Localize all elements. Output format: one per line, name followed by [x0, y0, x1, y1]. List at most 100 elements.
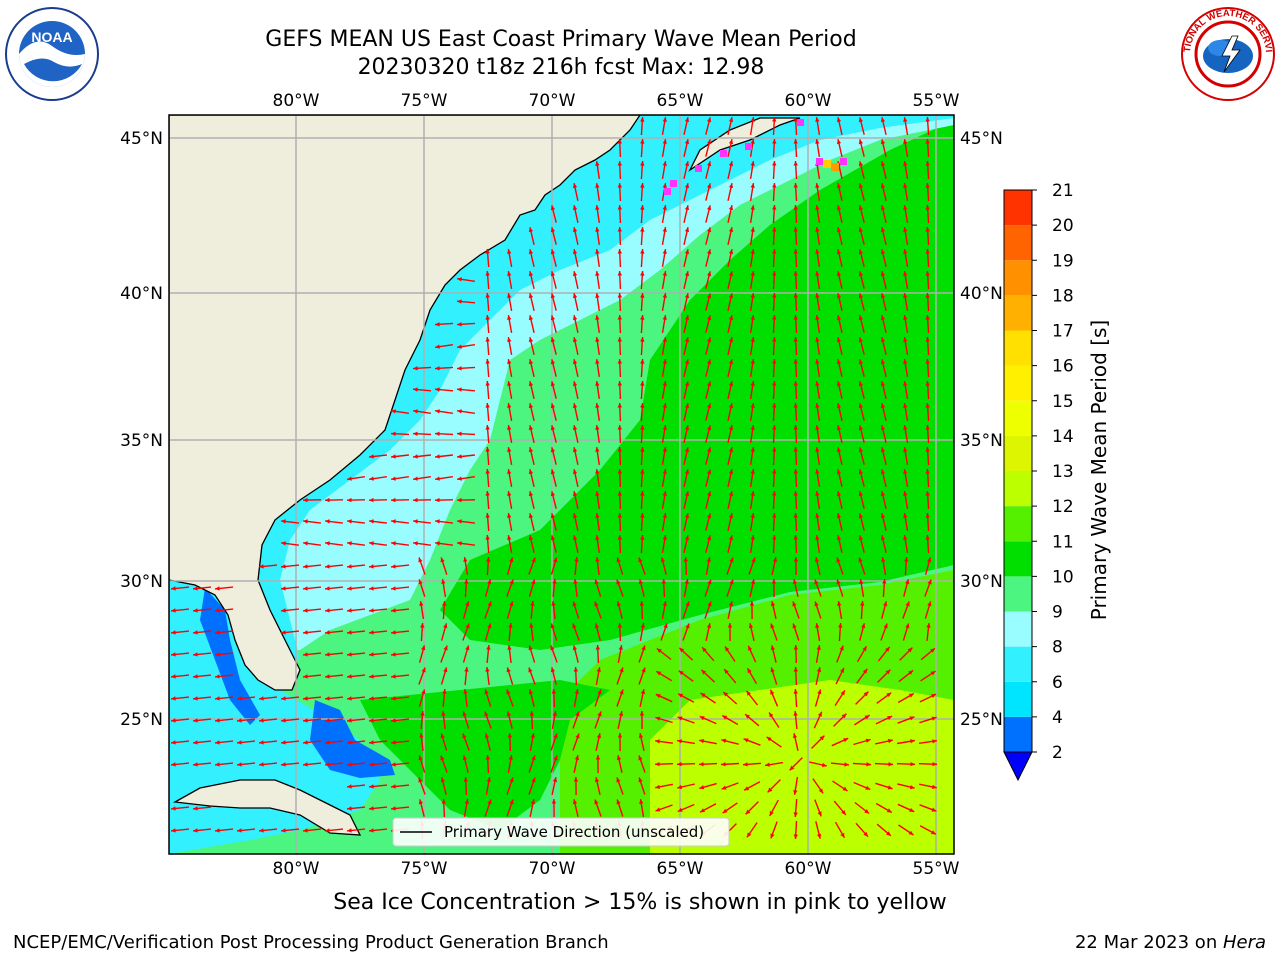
wave-arrow-head	[724, 669, 729, 674]
wave-arrow-head	[656, 671, 662, 676]
wave-arrow-head	[457, 366, 462, 371]
wave-arrow-head	[662, 249, 667, 254]
wave-arrow-head	[750, 183, 755, 188]
wave-arrow-head	[369, 652, 374, 657]
wave-arrow-head	[573, 579, 578, 584]
wave-arrow-head	[707, 227, 712, 233]
wave-arrow-head	[880, 227, 886, 233]
wave-arrow-head	[684, 293, 690, 299]
wave-arrow-head	[640, 491, 645, 496]
wave-arrow-head	[721, 762, 726, 767]
wave-arrow-head	[552, 711, 557, 716]
colorbar-tick-label: 8	[1052, 638, 1063, 658]
wave-arrow-head	[641, 667, 646, 673]
wave-arrow-head	[640, 161, 645, 166]
wave-arrow-head	[528, 425, 534, 431]
colorbar-segment	[1004, 541, 1032, 577]
svg-text:70°W: 70°W	[529, 91, 576, 111]
wave-arrow-head	[662, 161, 667, 166]
wave-arrow-head	[772, 535, 777, 540]
wave-arrow-head	[880, 403, 886, 409]
wave-arrow-head	[619, 667, 624, 673]
wave-arrow-head	[903, 183, 908, 188]
lon-labels-top: 80°W 75°W 70°W 65°W 60°W 55°W	[273, 91, 960, 111]
wave-arrow-head	[617, 161, 622, 166]
wave-arrow-head	[595, 447, 600, 452]
wave-arrow-head	[572, 293, 578, 299]
svg-text:25°N: 25°N	[960, 710, 1003, 730]
wave-arrow-head	[903, 293, 908, 298]
wave-arrow-head	[746, 690, 751, 696]
wave-arrow-head	[347, 630, 352, 635]
wave-arrow-head	[728, 535, 734, 541]
wave-arrow-head	[572, 601, 577, 607]
wave-arrow-head	[903, 117, 908, 122]
wave-arrow-head	[303, 497, 308, 503]
wave-arrow-head	[931, 807, 937, 812]
wave-arrow-head	[793, 183, 798, 188]
map-frame	[168, 114, 955, 855]
wave-arrow-head	[391, 740, 396, 745]
wave-direction-arrows	[170, 116, 938, 840]
wave-arrow-head	[550, 227, 555, 233]
wave-arrow-head	[550, 337, 555, 343]
wave-arrow-head	[903, 535, 908, 540]
wave-arrow-head	[905, 601, 910, 607]
wave-arrow-head	[841, 713, 847, 719]
wave-arrow-head	[707, 161, 712, 167]
wave-arrow-head	[925, 205, 930, 210]
svg-text:45°N: 45°N	[960, 129, 1003, 149]
wave-arrow-head	[707, 337, 712, 343]
wave-arrow-head	[750, 139, 755, 144]
wave-arrow-head	[817, 811, 822, 817]
wave-arrow-head	[281, 740, 286, 745]
wave-arrow-head	[815, 513, 820, 518]
wave-arrow-head	[748, 623, 754, 629]
wave-arrow-head	[661, 579, 666, 584]
wave-arrow-head	[594, 799, 599, 805]
wave-arrow-head	[677, 784, 683, 790]
wave-arrow-head	[793, 790, 798, 795]
wave-arrow-head	[842, 786, 848, 791]
wave-arrow-head	[413, 387, 418, 392]
wave-arrow-head	[391, 718, 396, 723]
wave-arrow-head	[908, 670, 914, 675]
wave-arrow-head	[910, 762, 915, 767]
wave-arrow-head	[699, 762, 704, 767]
wave-arrow-head	[530, 733, 535, 738]
wave-arrow-head	[903, 359, 908, 364]
wave-arrow-head	[528, 469, 534, 475]
wave-arrow-head	[487, 799, 492, 805]
lat-labels-left: 45°N 40°N 35°N 30°N 25°N	[120, 129, 163, 730]
wave-arrow-head	[858, 183, 863, 189]
wave-arrow-head	[531, 557, 536, 563]
wave-arrow-head	[639, 711, 645, 716]
colorbar-tick-label: 16	[1052, 357, 1074, 377]
wave-arrow-head	[551, 689, 556, 694]
wave-arrow-head	[325, 630, 330, 635]
field-10-11s-offshore	[440, 120, 954, 650]
wave-arrow-head	[662, 359, 667, 364]
wave-arrow-head	[325, 519, 330, 524]
wave-arrow-head	[684, 535, 690, 541]
wave-arrow-head	[880, 447, 886, 453]
wave-arrow-head	[391, 431, 396, 436]
wave-arrow-head	[662, 469, 667, 474]
wave-arrow-head	[550, 513, 555, 519]
graticule	[169, 115, 954, 854]
wave-arrow-head	[418, 799, 423, 805]
wave-arrow-head	[880, 381, 886, 387]
wave-arrow-head	[215, 586, 220, 591]
wave-arrow-head	[750, 227, 755, 232]
wave-arrow-head	[765, 762, 770, 767]
wave-arrow-head	[640, 381, 645, 386]
wave-arrow-head	[836, 513, 842, 519]
wave-arrow-head	[617, 623, 622, 628]
footer-machine: Hera	[1222, 932, 1266, 953]
wave-arrow-head	[927, 601, 932, 607]
wave-arrow-head	[528, 535, 534, 541]
wave-arrow-head	[925, 139, 930, 144]
wave-arrow-head	[860, 601, 865, 606]
colorbar-segment	[1004, 295, 1032, 331]
